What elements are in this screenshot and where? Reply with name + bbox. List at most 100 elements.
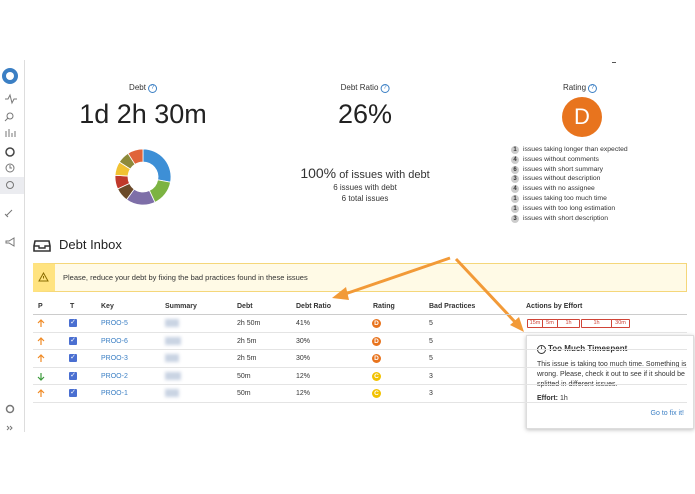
rating-cell: D [372,354,381,364]
summary-blur [165,336,181,345]
priority-arrow [37,319,45,327]
warning-box [33,263,687,292]
type-icon: ✓ [69,319,77,327]
type-icon: ✓ [69,389,77,398]
summary-blur [165,319,179,327]
action-chip[interactable]: 1h [557,319,580,328]
table-header: Key [101,303,114,310]
practice-count: 3 [511,214,519,223]
priority-arrow [37,389,45,398]
warning-text: Please, reduce your debt by fixing the b… [63,273,308,282]
table-header: Summary [165,303,197,310]
popup-effort: Effort: 1h [537,395,568,402]
action-chip[interactable]: 5m [542,319,558,328]
practice-text: issues with too long estimation [523,204,616,212]
table-header: P [38,303,43,310]
practice-text: issues with short summary [523,165,604,173]
ratio-cell: 41% [296,320,311,327]
debt-cell: 2h 5m [237,355,257,363]
total-issues: 6 total issues [341,194,389,203]
row-rule [33,384,687,386]
ratio-value: 26% [337,99,393,129]
practice-count: 3 [511,175,519,184]
bad-practices-cell: 5 [429,320,433,327]
practice-count: 1 [511,195,519,203]
rating-cell: D [372,319,381,328]
help-icon[interactable]: ? [588,84,598,93]
inbox-title: Debt Inbox [59,237,122,252]
sidebar [0,60,25,432]
issue-key[interactable]: PROO-2 [101,372,128,380]
help-icon[interactable]: ? [380,84,390,93]
debt-label: Debt [129,83,146,92]
practice-count: 4 [511,185,519,194]
bad-practices-cell: 3 [429,372,433,380]
ratio-heading: Debt Ratio? [341,84,390,93]
debt-donut [114,148,172,206]
rating-cell: C [372,389,381,399]
issue-key[interactable]: PROO-3 [101,355,128,363]
ratio-cell: 30% [296,337,311,345]
rating-label: Rating [562,83,587,92]
issue-key[interactable]: PROO-1 [101,390,128,398]
practice-count: 1 [511,204,519,213]
type-icon: ✓ [69,336,77,345]
practice-text: issues without description [523,175,601,183]
priority-icon [37,319,45,327]
ratio-percent: 100% [300,165,337,181]
debt-cell: 2h 5m [237,337,257,345]
rating-badge: D [562,97,602,137]
priority-arrow [37,336,45,345]
rating-cell: D [372,336,381,346]
priority-icon [37,372,45,381]
type-icon: ✓ [69,354,77,363]
issues-with-debt: 6 issues with debt [333,183,397,192]
row-rule [33,401,687,403]
action-chip[interactable]: 1h [581,319,612,328]
debt-cell: 2h 50m [237,320,261,327]
donut-segment [127,148,144,165]
action-chip[interactable]: 15m [527,319,543,328]
debt-cell: 50m [237,372,251,380]
table-header: Debt [237,303,253,310]
practice-count: 4 [511,155,519,164]
ratio-cell: 30% [296,355,311,363]
priority-icon [37,354,45,363]
issue-key[interactable]: PROO-6 [101,337,128,345]
rating-cell: C [372,371,381,381]
popup-body: This issue is taking too much time. Some… [537,361,687,388]
help-icon[interactable]: ? [147,84,157,93]
action-chip[interactable]: 30m [611,319,630,328]
ratio-cell: 12% [296,372,311,380]
issue-key[interactable]: PROO-5 [101,320,128,327]
summary-blur [165,389,179,398]
header-rule [33,314,687,315]
ratio-summary: 100% of issues with debt [300,166,429,181]
bad-practices-cell: 5 [429,337,433,345]
debt-heading: Debt? [129,84,157,93]
fix-link[interactable]: Go to fix it! [650,410,684,417]
effort-value: 1h [559,395,568,402]
ratio-cell: 12% [296,390,311,398]
bad-practices-cell: 5 [429,355,433,363]
popup-title: Too Much Timespent [548,344,627,353]
practice-text: issues taking longer than expected [523,146,628,153]
practice-count: 6 [511,165,519,174]
effort-label: Effort: [537,395,558,402]
row-rule [33,349,687,351]
practice-text: issues with short description [523,214,608,222]
ratio-label: Debt Ratio [340,83,379,92]
inbox-icon [33,240,51,252]
summary-blur [165,371,181,380]
rating-heading: Rating? [562,83,598,93]
practice-count: 1 [511,146,519,154]
type-icon: ✓ [69,371,77,380]
warning-icon [38,272,49,282]
practice-text: issues with no assignee [523,185,595,193]
priority-arrow [37,372,45,381]
table-header: T [70,303,75,310]
practice-text: issues without comments [523,155,599,163]
debt-cell: 50m [237,390,251,398]
table-header: Bad Practices [429,303,476,310]
